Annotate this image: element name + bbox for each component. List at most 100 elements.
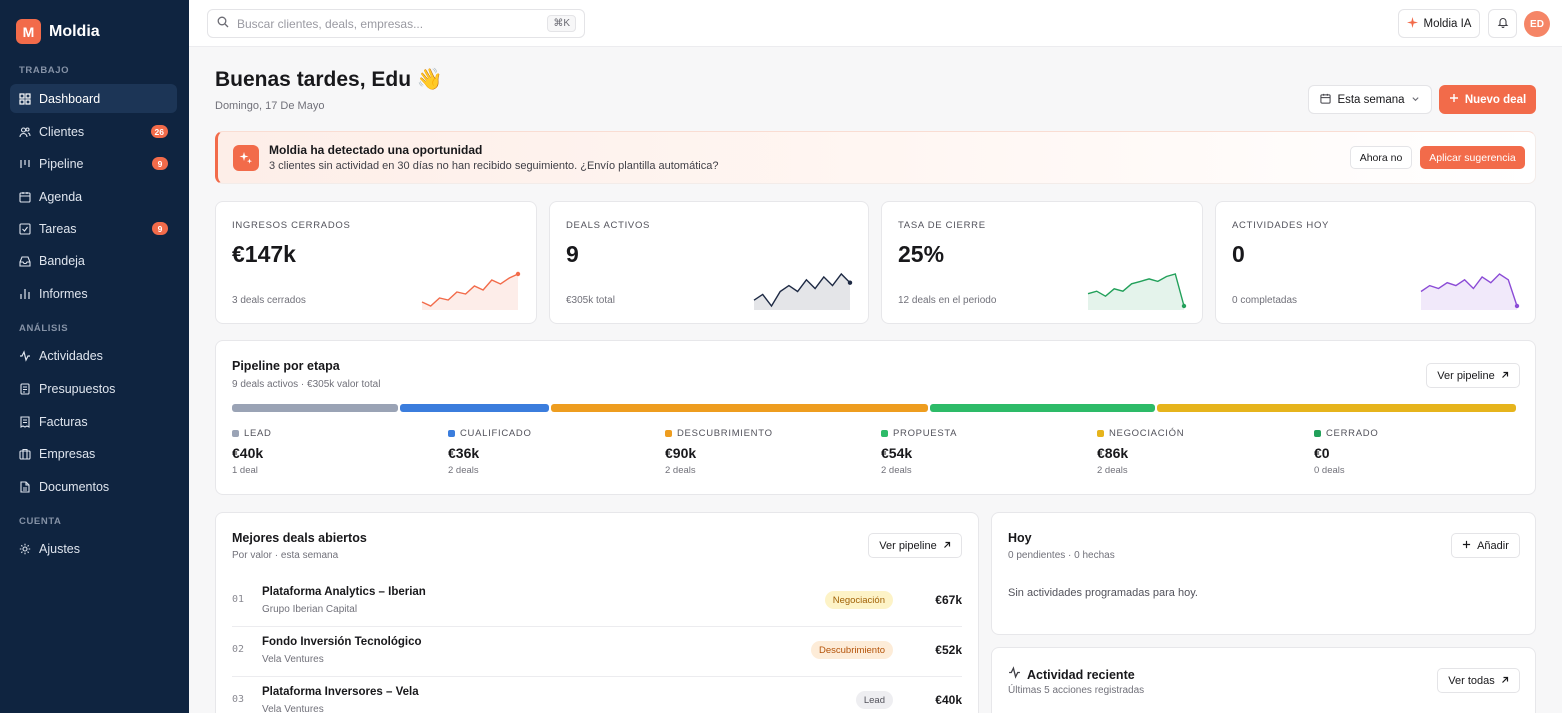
- kpi-value: 25%: [898, 241, 945, 267]
- sparkline-deals-activos: [753, 272, 853, 310]
- sidebar-item-dashboard[interactable]: Dashboard: [10, 84, 177, 113]
- dismiss-button[interactable]: Ahora no: [1350, 146, 1412, 169]
- stage-propuesta[interactable]: PROPUESTA €54k 2 deals: [881, 428, 1081, 476]
- deal-name: Plataforma Analytics – Iberian: [262, 586, 426, 598]
- search-input[interactable]: [237, 16, 537, 31]
- apply-suggestion-button[interactable]: Aplicar sugerencia: [1420, 146, 1525, 169]
- stage-value: €54k: [881, 445, 913, 461]
- sidebar-item-agenda[interactable]: Agenda: [10, 182, 177, 211]
- kpi-value: €147k: [232, 241, 296, 267]
- kpi-card-actividades-hoy[interactable]: ACTIVIDADES HOY 0 0 completadas: [1215, 201, 1536, 324]
- stage-cerrado[interactable]: CERRADO €0 0 deals: [1314, 428, 1514, 476]
- calendar-icon: [19, 191, 31, 203]
- sparkline-end-point: [1514, 303, 1520, 309]
- stage-color-dot: [881, 430, 888, 437]
- sidebar-item-ajustes[interactable]: Ajustes: [10, 534, 177, 563]
- sparkline-tasa-cierre: [1087, 273, 1187, 310]
- pipeline-subtitle: 9 deals activos · €305k valor total: [232, 379, 381, 390]
- kpi-card-deals-activos[interactable]: DEALS ACTIVOS 9 €305k total: [549, 201, 869, 324]
- kpi-label: DEALS ACTIVOS: [566, 220, 651, 231]
- period-select[interactable]: Esta semana: [1308, 85, 1432, 114]
- deal-row[interactable]: 03 Plataforma Inversores – Vela Vela Ven…: [232, 677, 962, 713]
- today-subtitle: 0 pendientes · 0 hechas: [1008, 550, 1115, 561]
- arrow-up-right-icon: [943, 540, 951, 552]
- kpi-subtext: 0 completadas: [1232, 295, 1298, 306]
- brand[interactable]: M Moldia: [16, 19, 100, 44]
- view-pipeline-label: Ver pipeline: [1437, 369, 1495, 382]
- deal-rank: 01: [232, 594, 245, 605]
- kpi-card-tasa-cierre[interactable]: TASA DE CIERRE 25% 12 deals en el period…: [881, 201, 1203, 324]
- briefcase-icon: [19, 448, 31, 460]
- sidebar-item-label: Facturas: [39, 414, 88, 429]
- deal-name: Plataforma Inversores – Vela: [262, 686, 419, 698]
- tareas-count-badge: 9: [152, 222, 168, 235]
- sparkline-line: [753, 272, 851, 308]
- stage-value: €0: [1314, 445, 1330, 461]
- stage-label: NEGOCIACIÓN: [1109, 428, 1185, 439]
- view-all-label: Ver todas: [1448, 674, 1495, 687]
- sidebar-item-presupuestos[interactable]: Presupuestos: [10, 374, 177, 403]
- clientes-count-badge: 26: [150, 125, 168, 138]
- notifications-button[interactable]: [1488, 9, 1517, 38]
- pipeline-segment-cualificado: [400, 404, 550, 412]
- stage-negociacion[interactable]: NEGOCIACIÓN €86k 2 deals: [1097, 428, 1297, 476]
- view-pipeline-button[interactable]: Ver pipeline: [1426, 363, 1520, 388]
- sidebar-item-facturas[interactable]: Facturas: [10, 407, 177, 436]
- stage-descubrimiento[interactable]: DESCUBRIMIENTO €90k 2 deals: [665, 428, 865, 476]
- stage-lead[interactable]: LEAD €40k 1 deal: [232, 428, 432, 476]
- stage-color-dot: [665, 430, 672, 437]
- stage-value: €86k: [1097, 445, 1129, 461]
- stage-color-dot: [448, 430, 455, 437]
- recent-activity-header: Actividad reciente: [1008, 666, 1135, 684]
- sidebar-item-label: Informes: [39, 286, 88, 301]
- today-card: Hoy 0 pendientes · 0 hechas Añadir Sin a…: [991, 512, 1536, 635]
- today-title: Hoy: [1008, 531, 1032, 545]
- sidebar-item-documentos[interactable]: Documentos: [10, 472, 177, 501]
- view-pipeline-label: Ver pipeline: [879, 539, 937, 552]
- recent-activity-title: Actividad reciente: [1027, 668, 1135, 682]
- sidebar-item-tareas[interactable]: Tareas 9: [10, 214, 177, 243]
- best-deals-view-pipeline-button[interactable]: Ver pipeline: [868, 533, 962, 558]
- activity-icon: [19, 349, 31, 362]
- view-all-button[interactable]: Ver todas: [1437, 668, 1520, 693]
- new-deal-label: Nuevo deal: [1464, 93, 1527, 106]
- sidebar-item-label: Presupuestos: [39, 381, 116, 396]
- kpi-card-ingresos[interactable]: INGRESOS CERRADOS €147k 3 deals cerrados: [215, 201, 537, 324]
- sparkles-icon: [233, 145, 259, 171]
- kpi-subtext: 12 deals en el periodo: [898, 295, 997, 306]
- sidebar-item-label: Dashboard: [39, 91, 101, 106]
- sidebar-item-clientes[interactable]: Clientes 26: [10, 117, 177, 146]
- sparkline-line: [1420, 273, 1518, 307]
- search-box[interactable]: ⌘K: [207, 9, 585, 38]
- section-label-trabajo: TRABAJO: [19, 65, 70, 76]
- kpi-label: INGRESOS CERRADOS: [232, 220, 351, 231]
- stage-count: 0 deals: [1314, 465, 1345, 476]
- deal-company: Grupo Iberian Capital: [262, 604, 358, 615]
- recent-activity-subtitle: Últimas 5 acciones registradas: [1008, 685, 1145, 696]
- stage-color-dot: [232, 430, 239, 437]
- stage-cualificado[interactable]: CUALIFICADO €36k 2 deals: [448, 428, 648, 476]
- sidebar-item-informes[interactable]: Informes: [10, 279, 177, 308]
- topbar: ⌘K Moldia IA ED: [189, 0, 1562, 47]
- sidebar-item-empresas[interactable]: Empresas: [10, 439, 177, 468]
- banner-text: 3 clientes sin actividad en 30 días no h…: [269, 160, 719, 172]
- sidebar-item-actividades[interactable]: Actividades: [10, 341, 177, 370]
- invoice-icon: [19, 415, 31, 428]
- best-deals-card: Mejores deals abiertos Por valor · esta …: [215, 512, 979, 713]
- stage-label: PROPUESTA: [893, 428, 958, 439]
- banner-title: Moldia ha detectado una oportunidad: [269, 143, 483, 157]
- add-activity-button[interactable]: Añadir: [1451, 533, 1520, 558]
- pipeline-card: Pipeline por etapa 9 deals activos · €30…: [215, 340, 1536, 495]
- stage-label: DESCUBRIMIENTO: [677, 428, 773, 439]
- sidebar-item-label: Pipeline: [39, 156, 84, 171]
- stage-count: 2 deals: [881, 465, 912, 476]
- moldia-ia-button[interactable]: Moldia IA: [1398, 9, 1480, 38]
- sidebar-item-pipeline[interactable]: Pipeline 9: [10, 149, 177, 178]
- deal-row[interactable]: 02 Fondo Inversión Tecnológico Vela Vent…: [232, 627, 962, 677]
- sidebar-item-bandeja[interactable]: Bandeja: [10, 246, 177, 275]
- deal-row[interactable]: 01 Plataforma Analytics – Iberian Grupo …: [232, 577, 962, 627]
- stage-count: 1 deal: [232, 465, 258, 476]
- kpi-value: 0: [1232, 241, 1245, 267]
- new-deal-button[interactable]: Nuevo deal: [1439, 85, 1536, 114]
- user-avatar[interactable]: ED: [1524, 11, 1550, 37]
